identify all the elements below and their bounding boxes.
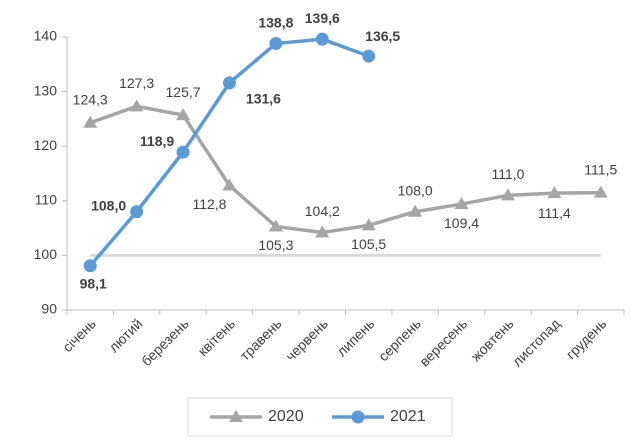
data-label: 104,2 bbox=[305, 203, 340, 219]
data-label: 138,8 bbox=[258, 14, 293, 30]
data-label: 139,6 bbox=[305, 10, 340, 26]
marker bbox=[129, 99, 144, 112]
y-tick-label: 120 bbox=[34, 137, 58, 153]
data-label: 118,9 bbox=[140, 133, 174, 149]
data-label: 111,4 bbox=[538, 205, 571, 221]
x-tick-label: червень bbox=[282, 315, 331, 364]
marker bbox=[408, 204, 423, 217]
y-tick-label: 140 bbox=[34, 28, 58, 44]
marker bbox=[222, 178, 237, 191]
marker bbox=[362, 49, 376, 63]
data-label: 127,3 bbox=[119, 75, 154, 91]
data-label: 112,8 bbox=[192, 196, 226, 212]
marker bbox=[500, 188, 515, 201]
marker bbox=[268, 219, 283, 232]
data-label: 98,1 bbox=[80, 275, 107, 291]
marker bbox=[83, 259, 97, 273]
data-label: 109,4 bbox=[444, 215, 479, 231]
x-tick-label: грудень bbox=[563, 315, 610, 362]
x-tick-label: вересень bbox=[416, 315, 470, 369]
x-tick-label: квітень bbox=[195, 315, 239, 359]
marker bbox=[176, 145, 190, 159]
data-label: 105,3 bbox=[258, 237, 293, 253]
data-label: 124,3 bbox=[73, 91, 108, 107]
marker bbox=[547, 186, 562, 199]
data-label: 136,5 bbox=[365, 28, 400, 44]
legend-label: 2021 bbox=[390, 408, 426, 425]
marker bbox=[222, 76, 236, 90]
x-tick-label: липень bbox=[333, 315, 377, 359]
marker bbox=[83, 115, 98, 128]
marker bbox=[269, 37, 283, 51]
data-label: 125,7 bbox=[166, 84, 201, 100]
marker bbox=[229, 410, 243, 422]
data-label: 108,0 bbox=[398, 182, 433, 198]
data-label: 108,0 bbox=[91, 197, 126, 213]
legend-box bbox=[187, 397, 453, 437]
x-tick-label: травень bbox=[236, 315, 284, 363]
marker bbox=[176, 108, 191, 121]
x-tick-label: березень bbox=[138, 315, 192, 369]
marker bbox=[315, 225, 330, 238]
x-tick-label: лютий bbox=[105, 315, 145, 355]
marker bbox=[454, 197, 469, 210]
marker bbox=[593, 185, 608, 198]
x-tick-label: листопад bbox=[509, 315, 563, 369]
marker bbox=[130, 205, 144, 219]
marker bbox=[361, 218, 376, 231]
marker bbox=[315, 32, 329, 46]
data-label: 105,5 bbox=[351, 236, 386, 252]
y-tick-label: 130 bbox=[34, 82, 58, 98]
data-label: 131,6 bbox=[246, 91, 281, 107]
marker bbox=[351, 410, 365, 424]
y-tick-label: 110 bbox=[35, 192, 58, 208]
y-tick-label: 100 bbox=[34, 246, 58, 262]
y-tick-label: 90 bbox=[41, 301, 57, 317]
legend: 2020 2021 bbox=[187, 397, 453, 437]
series-line bbox=[89, 104, 601, 235]
x-tick-label: січень bbox=[59, 315, 99, 355]
data-label: 111,0 bbox=[491, 166, 524, 182]
legend-label: 2020 bbox=[268, 408, 304, 425]
data-label: 111,5 bbox=[584, 161, 617, 177]
